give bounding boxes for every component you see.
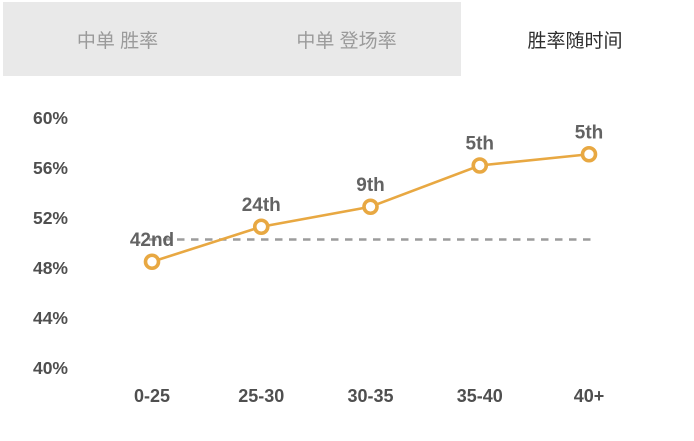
data-point-35-40[interactable]	[471, 157, 489, 174]
point-rank-label-0-25: 42nd	[130, 230, 174, 251]
tab-mid-pickrate-label: 中单 登场率	[296, 30, 397, 52]
x-label-40+: 40+	[574, 386, 605, 406]
tab-winrate-over-time-label: 胜率随时间	[527, 30, 623, 52]
data-points-group	[143, 145, 598, 271]
y-tick-56: 56%	[33, 158, 68, 178]
x-axis-category-labels: 0-25 25-30 30-35 35-40 40+	[134, 386, 604, 406]
point-rank-label-35-40: 5th	[466, 134, 495, 155]
x-label-35-40: 35-40	[457, 386, 503, 406]
data-point-0-25[interactable]	[143, 253, 161, 271]
x-label-25-30: 25-30	[238, 386, 284, 406]
data-point-40+[interactable]	[580, 145, 598, 163]
tab-mid-winrate[interactable]: 中单 胜率	[3, 2, 232, 76]
point-rank-label-40+: 5th	[575, 122, 604, 143]
x-label-30-35: 30-35	[347, 386, 393, 406]
tab-winrate-over-time[interactable]: 胜率随时间	[461, 2, 689, 76]
tab-bar: 中单 胜率 中单 登场率 胜率随时间	[0, 0, 694, 77]
x-label-0-25: 0-25	[134, 386, 170, 406]
point-rank-labels: 42nd 24th 9th 5th 5th	[130, 122, 603, 251]
y-tick-48: 48%	[33, 258, 68, 278]
y-tick-44: 44%	[33, 308, 68, 328]
y-tick-60: 60%	[33, 108, 68, 128]
data-point-25-30[interactable]	[252, 218, 270, 236]
point-rank-label-25-30: 24th	[242, 195, 281, 216]
tab-mid-pickrate[interactable]: 中单 登场率	[232, 2, 461, 76]
point-rank-label-30-35: 9th	[356, 175, 385, 196]
y-tick-52: 52%	[33, 208, 68, 228]
tab-mid-winrate-label: 中单 胜率	[76, 30, 159, 52]
y-axis-tick-labels: 60% 56% 52% 48% 44% 40%	[33, 108, 68, 378]
data-point-30-35[interactable]	[362, 198, 379, 216]
y-tick-40: 40%	[33, 358, 68, 378]
